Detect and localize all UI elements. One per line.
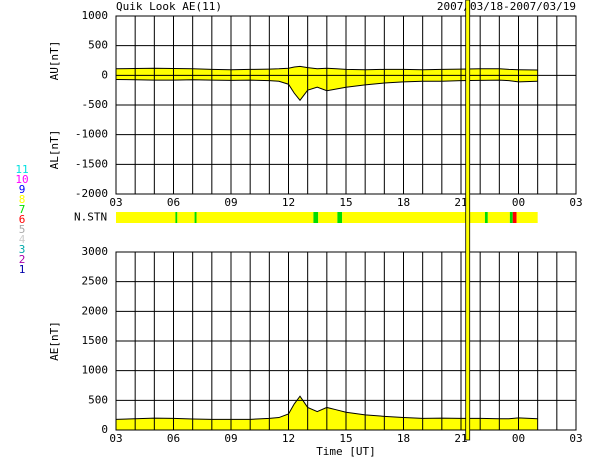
date-range: 2007/03/18-2007/03/19 — [437, 0, 576, 13]
y-tick-label: 1500 — [82, 334, 109, 347]
legend-label: 4 — [19, 233, 26, 246]
station-segment — [516, 212, 538, 223]
legend-label: 6 — [19, 213, 26, 226]
y-tick-label: 1000 — [82, 9, 109, 22]
plot-frame — [115, 15, 577, 195]
x-tick-label: 09 — [224, 432, 237, 445]
chart-title: Quik Look AE(11) — [116, 0, 222, 13]
y-axis-label: AU[nT] — [48, 41, 61, 81]
x-tick-label: 21 — [454, 432, 467, 445]
x-tick-label: 15 — [339, 196, 352, 209]
station-segment — [116, 212, 176, 223]
legend-label: 10 — [15, 173, 28, 186]
y-tick-label: 500 — [88, 39, 108, 52]
legend-label: 11 — [15, 163, 28, 176]
station-segment — [487, 212, 510, 223]
y-tick-label: -500 — [82, 98, 109, 111]
y-tick-label: 2500 — [82, 275, 109, 288]
x-tick-label: 15 — [339, 432, 352, 445]
y-axis-label: AE[nT] — [48, 321, 61, 361]
station-segment — [313, 212, 319, 223]
plot-frame — [115, 251, 577, 431]
x-tick-label: 06 — [167, 432, 180, 445]
station-segment — [509, 212, 513, 223]
station-segment — [318, 212, 338, 223]
legend-label: 2 — [19, 253, 26, 266]
legend-label: 8 — [19, 193, 26, 206]
station-segment — [484, 212, 488, 223]
station-segment — [194, 212, 197, 223]
x-tick-label: 06 — [167, 196, 180, 209]
x-tick-label: 12 — [282, 432, 295, 445]
legend-label: 5 — [19, 223, 26, 236]
time-marker — [465, 0, 471, 441]
x-tick-label: 03 — [569, 432, 582, 445]
y-tick-label: 0 — [101, 423, 108, 436]
y-tick-label: 1000 — [82, 364, 109, 377]
station-segment — [175, 212, 178, 223]
x-tick-label: 03 — [109, 196, 122, 209]
x-tick-label: 00 — [512, 196, 525, 209]
station-segment — [512, 212, 517, 223]
x-tick-label: 00 — [512, 432, 525, 445]
station-segment — [196, 212, 314, 223]
legend-label: 7 — [19, 203, 26, 216]
x-tick-label: 03 — [109, 432, 122, 445]
x-tick-label: 12 — [282, 196, 295, 209]
y-tick-label: 0 — [101, 68, 108, 81]
y-tick-label: 3000 — [82, 245, 109, 258]
y-tick-label: -1000 — [75, 128, 108, 141]
x-tick-label: 18 — [397, 432, 410, 445]
strip-label: N.STN — [74, 211, 107, 224]
y-tick-label: 2000 — [82, 304, 109, 317]
x-axis-label: Time [UT] — [316, 445, 376, 458]
x-tick-label: 21 — [454, 196, 467, 209]
x-tick-label: 09 — [224, 196, 237, 209]
y-axis-label: AL[nT] — [48, 130, 61, 170]
x-tick-label: 03 — [569, 196, 582, 209]
y-tick-label: -1500 — [75, 157, 108, 170]
legend-label: 3 — [19, 243, 26, 256]
station-segment — [177, 212, 195, 223]
legend-label: 9 — [19, 183, 26, 196]
x-tick-label: 18 — [397, 196, 410, 209]
station-segment — [337, 212, 343, 223]
legend-label: 1 — [19, 263, 26, 276]
y-tick-label: -2000 — [75, 187, 108, 200]
station-segment — [342, 212, 485, 223]
y-tick-label: 500 — [88, 393, 108, 406]
